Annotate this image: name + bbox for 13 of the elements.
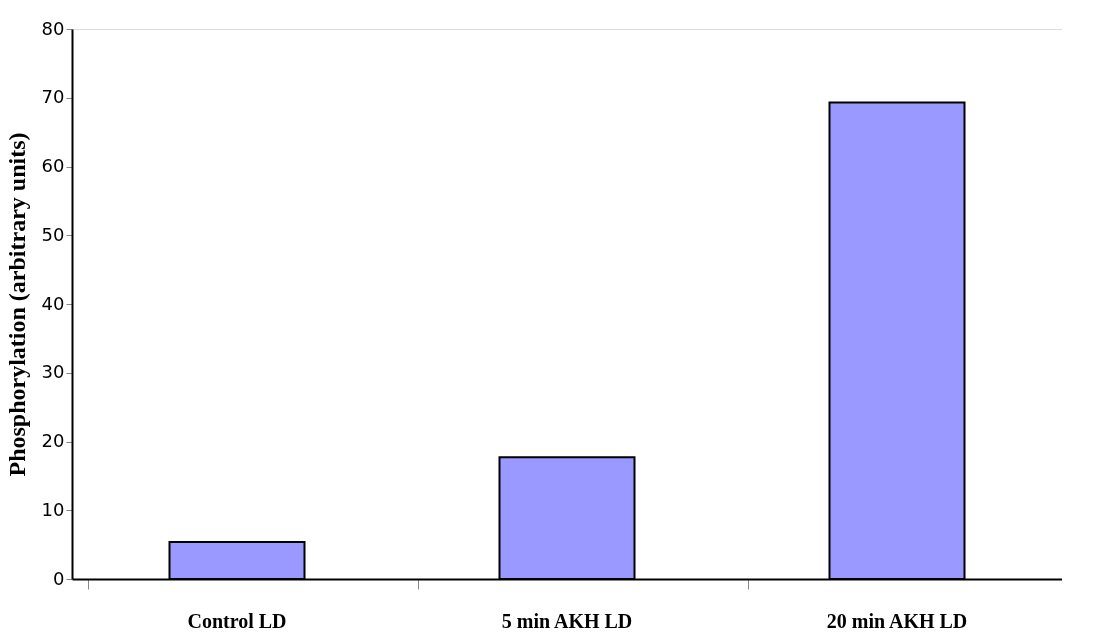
x-tick-label: 20 min AKH LD [826,609,968,632]
y-tick-label: 60 [41,155,65,176]
x-tick-label: Control LD [187,609,287,632]
y-tick-label: 40 [41,292,65,314]
y-tick-label: 50 [41,223,65,245]
y-tick-label: 80 [41,17,65,39]
y-tick-label: 20 [41,430,65,451]
y-axis-title: Phosphorylation (arbitrary units) [3,132,30,477]
x-tick-label: 5 min AKH LD [501,609,633,632]
y-tick-label: 30 [41,361,65,383]
y-tick-label: 70 [41,86,65,108]
y-tick-label: 10 [41,498,65,520]
y-tick-label: 0 [53,567,65,589]
